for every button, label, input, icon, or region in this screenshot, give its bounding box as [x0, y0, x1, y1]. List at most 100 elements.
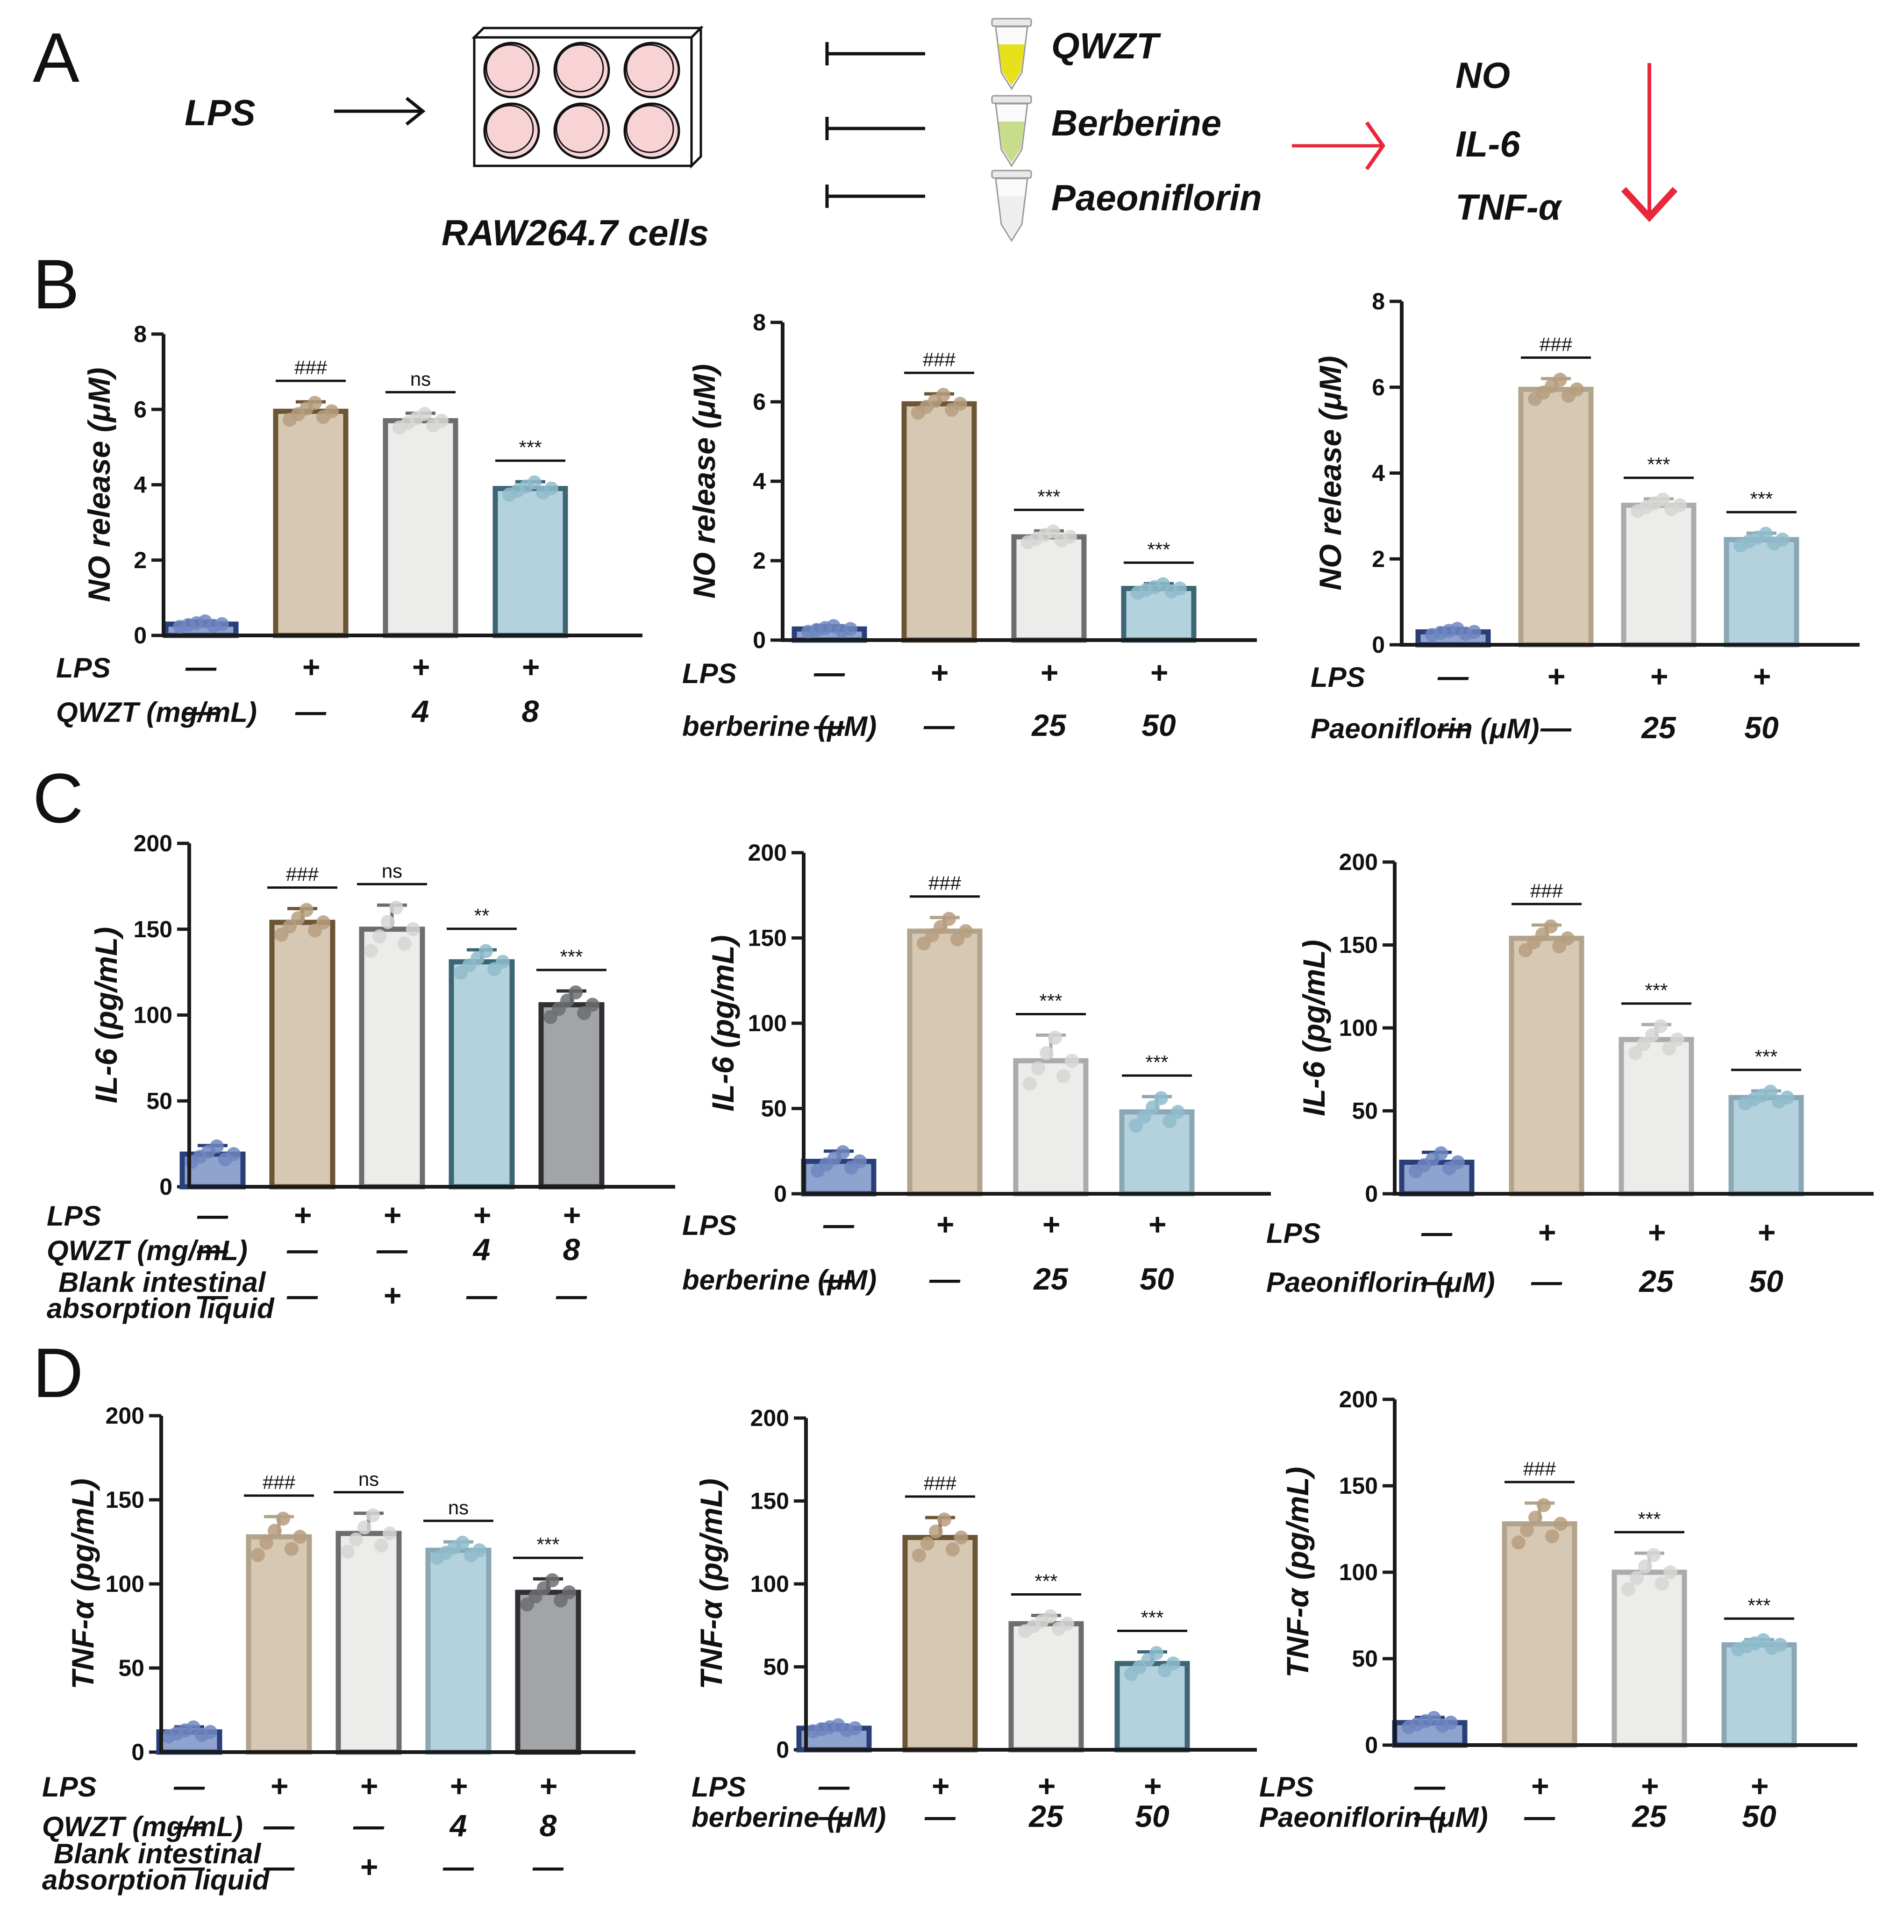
- bar-1: [1518, 386, 1594, 648]
- row-value: +: [449, 1768, 468, 1803]
- row-label: berberine (μM): [692, 1802, 886, 1833]
- y-axis-label: NO release (μM): [82, 368, 116, 602]
- row-value: +: [302, 649, 320, 684]
- row-value: +: [1143, 1768, 1162, 1803]
- row-label: LPS: [47, 1200, 101, 1232]
- row-value: —: [924, 1799, 956, 1833]
- row-value: +: [383, 1278, 401, 1312]
- significance-label: ###: [1523, 1458, 1556, 1480]
- tube-paeoniflorin-icon: [991, 170, 1032, 242]
- row-label: QWZT (mg/mL): [56, 697, 257, 728]
- data-point: [1773, 1638, 1787, 1652]
- significance-label: ***: [1039, 990, 1062, 1012]
- bar-3: [1114, 1661, 1190, 1753]
- bar-3: [449, 959, 515, 1190]
- data-point: [1063, 530, 1077, 544]
- row-label: LPS: [56, 652, 111, 684]
- output-il6: IL-6: [1455, 123, 1520, 164]
- data-point: [366, 1508, 380, 1523]
- data-point: [1031, 1061, 1045, 1076]
- row-value: —: [197, 1198, 228, 1232]
- data-point: [920, 1536, 934, 1551]
- inhibit-line-qwzt: [825, 42, 925, 65]
- significance-label: ns: [358, 1468, 379, 1490]
- row-value: —: [1414, 1799, 1446, 1833]
- data-point: [1046, 524, 1060, 539]
- data-point: [372, 929, 386, 944]
- bar-2: [1619, 1037, 1694, 1197]
- y-tick-label: 50: [1352, 1098, 1378, 1124]
- y-axis-label: TNF-α (pg/mL): [694, 1478, 728, 1689]
- bar-3: [425, 1547, 492, 1755]
- data-point: [1554, 1517, 1568, 1531]
- data-point: [942, 912, 956, 926]
- y-tick-label: 0: [131, 1739, 144, 1765]
- row-value: 25: [1631, 1799, 1667, 1833]
- row-value: 4: [411, 694, 429, 728]
- row-value: —: [1540, 710, 1572, 745]
- bar-2: [1621, 502, 1697, 648]
- significance-label: ###: [928, 872, 962, 894]
- y-tick-label: 100: [1339, 1015, 1378, 1041]
- row-value: +: [1650, 659, 1668, 693]
- data-point: [1663, 1565, 1677, 1579]
- data-point: [848, 1721, 862, 1735]
- row-value: 4: [472, 1232, 491, 1267]
- row-value: +: [930, 655, 948, 690]
- data-point: [1512, 1535, 1526, 1550]
- chart-D1: 0 50 100 150 200 TNF-α (pg/mL) ### ns ns *** LPS — +…: [42, 1403, 635, 1896]
- tube-liquid: [998, 121, 1025, 163]
- tube-cap: [991, 170, 1032, 179]
- row-value: —: [1421, 1264, 1453, 1298]
- significance-label: ###: [1530, 880, 1563, 902]
- row-value: —: [173, 1849, 205, 1884]
- row-label: berberine (μM): [682, 711, 877, 742]
- data-point: [341, 1544, 355, 1559]
- data-point: [276, 1511, 290, 1526]
- bar-3: [1728, 1095, 1804, 1197]
- data-point: [357, 1520, 371, 1535]
- y-axis-label: NO release (μM): [687, 364, 721, 599]
- row-label: LPS: [692, 1771, 746, 1803]
- row-value: —: [295, 694, 327, 728]
- bar-1: [907, 928, 983, 1197]
- significance-label: ***: [1750, 488, 1773, 510]
- y-tick-label: 50: [1352, 1646, 1378, 1672]
- row-value: —: [1414, 1768, 1446, 1803]
- row-value: 25: [1638, 1264, 1674, 1298]
- data-point: [585, 998, 599, 1012]
- chart-B1: 0 2 4 6 8 NO release (μM) ### ns *** LPS — + + + QWZT …: [56, 321, 642, 728]
- data-point: [1173, 581, 1187, 596]
- data-point: [479, 944, 493, 958]
- row-label: LPS: [682, 658, 737, 689]
- data-point: [1545, 1529, 1559, 1544]
- data-point: [374, 1538, 388, 1553]
- row-value: —: [173, 1768, 205, 1803]
- y-tick-label: 0: [134, 622, 147, 649]
- schematic-cells: RAW264.7 cells: [442, 212, 709, 253]
- data-point: [1763, 1084, 1777, 1099]
- arrow-down-red: [1621, 63, 1678, 222]
- significance-label: ns: [410, 368, 431, 390]
- data-point: [227, 1147, 241, 1162]
- row-value: 50: [1742, 1799, 1776, 1833]
- panel-label-b: B: [33, 245, 79, 323]
- y-axis-label: NO release (μM): [1313, 356, 1348, 591]
- data-point: [1154, 1091, 1168, 1105]
- significance-label: ***: [519, 436, 542, 458]
- y-axis-label: IL-6 (pg/mL): [89, 927, 123, 1104]
- data-point: [300, 903, 314, 917]
- data-point: [1040, 1046, 1054, 1060]
- y-tick-label: 2: [134, 547, 147, 573]
- well-rim-0: [485, 44, 534, 93]
- row-value: +: [360, 1849, 378, 1884]
- data-point: [569, 985, 583, 999]
- y-tick-label: 100: [748, 1010, 787, 1036]
- significance-label: ###: [923, 349, 956, 371]
- row-label: Paeoniflorin (μM): [1311, 713, 1540, 744]
- significance-label: ***: [1638, 1508, 1661, 1530]
- row-value: —: [1531, 1264, 1562, 1298]
- row-label: LPS: [42, 1771, 97, 1803]
- y-tick-label: 100: [750, 1571, 789, 1597]
- significance-label: ###: [924, 1472, 957, 1494]
